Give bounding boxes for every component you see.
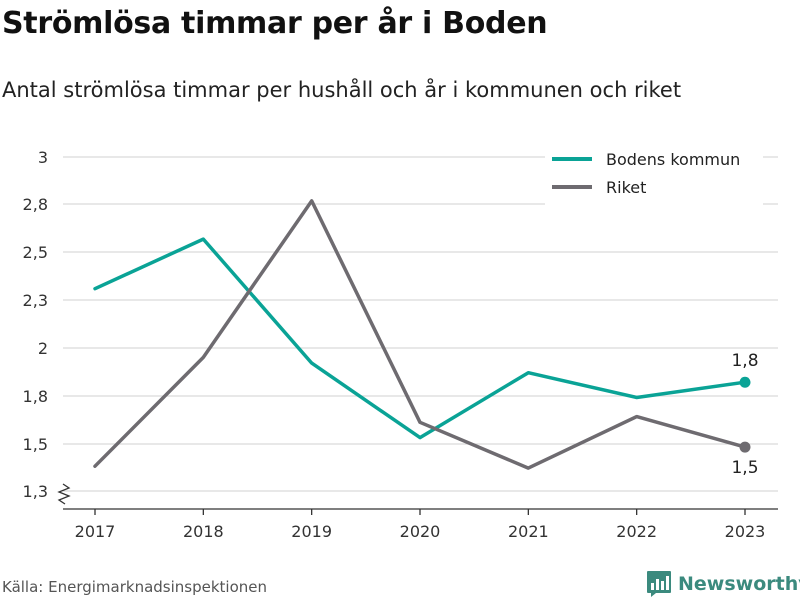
y-tick-label: 2,8 bbox=[23, 195, 48, 214]
source-note: Källa: Energimarknadsinspektionen bbox=[2, 578, 268, 596]
series-line-riket bbox=[93, 199, 747, 470]
series-lines: 1,8 1,5 bbox=[93, 199, 759, 478]
y-tick-label: 1,5 bbox=[23, 435, 48, 454]
y-tick-label: 2,3 bbox=[23, 291, 48, 310]
legend-background bbox=[545, 141, 763, 205]
series-line-bodens-kommun bbox=[93, 237, 747, 440]
brand-name: Newsworthy bbox=[678, 573, 800, 595]
end-point-riket bbox=[739, 441, 751, 453]
y-tick-label: 3 bbox=[38, 148, 48, 167]
y-tick-label: 2 bbox=[38, 339, 48, 358]
y-tick-label: 1,8 bbox=[23, 387, 48, 406]
x-tick-label: 2019 bbox=[291, 522, 332, 541]
x-axis: 2017 2018 2019 2020 2021 2022 2023 bbox=[63, 508, 778, 541]
x-tick-label: 2021 bbox=[508, 522, 549, 541]
data-label-riket: 1,5 bbox=[731, 458, 758, 478]
legend-label-riket: Riket bbox=[606, 178, 646, 197]
x-tick-label: 2023 bbox=[725, 522, 766, 541]
data-label-bodens-kommun: 1,8 bbox=[731, 351, 758, 371]
x-tick-label: 2020 bbox=[400, 522, 441, 541]
y-tick-label: 2,5 bbox=[23, 243, 48, 262]
chart-subtitle: Antal strömlösa timmar per hushåll och å… bbox=[2, 78, 682, 102]
newsworthy-logo-icon bbox=[647, 571, 671, 597]
x-tick-label: 2018 bbox=[183, 522, 224, 541]
x-tick-label: 2017 bbox=[75, 522, 116, 541]
grid-lines bbox=[63, 156, 778, 492]
legend-label-bodens-kommun: Bodens kommun bbox=[606, 150, 740, 169]
legend: Bodens kommun Riket bbox=[545, 141, 763, 205]
end-point-bodens-kommun bbox=[739, 376, 751, 388]
axis-break-icon bbox=[57, 483, 71, 505]
x-tick-label: 2022 bbox=[616, 522, 657, 541]
brand-logo: Newsworthy bbox=[646, 570, 800, 598]
y-tick-label: 1,3 bbox=[23, 482, 48, 501]
chart-title: Strömlösa timmar per år i Boden bbox=[2, 6, 548, 41]
y-axis-ticks: 3 2,8 2,5 2,3 2 1,8 1,5 1,3 bbox=[23, 148, 71, 505]
